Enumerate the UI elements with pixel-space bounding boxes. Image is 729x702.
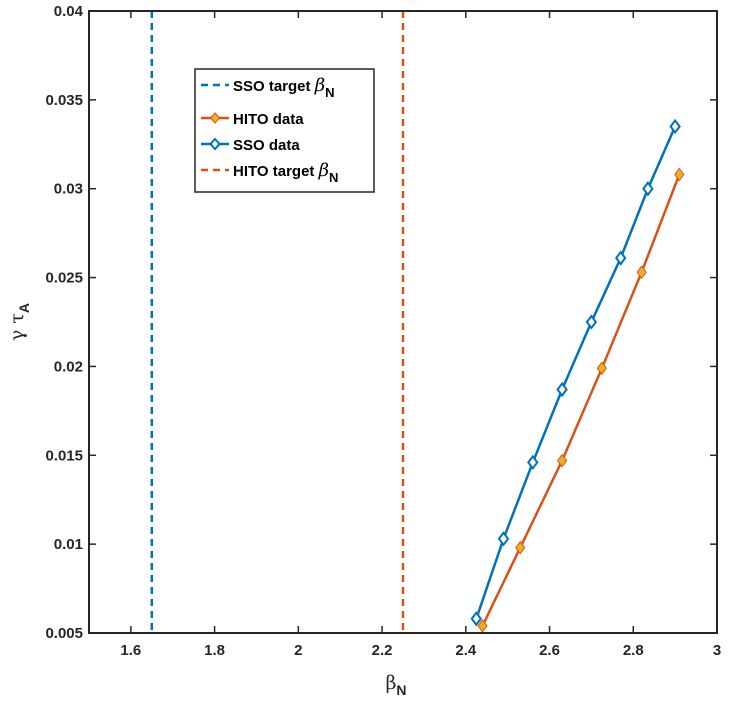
series-line-sso-data [475, 125, 677, 620]
legend-box [194, 68, 375, 193]
svg-text:SSO target βN: SSO target βN [233, 75, 334, 100]
x-tick-label-1: 1.8 [204, 642, 225, 659]
y-tick-label-2: 0.015 [45, 447, 83, 464]
point-sso-data-6 [642, 181, 654, 197]
x-axis-label-symbol: β [385, 672, 396, 694]
legend-sub-sso-target: N [325, 85, 334, 100]
legend-item-sso-target: SSO target βN [201, 75, 334, 100]
legend-label-sso-target: SSO target [233, 78, 315, 95]
y-tick-label-0: 0.005 [45, 625, 83, 642]
point-hito-data-0 [477, 619, 488, 633]
x-tick-label-3: 2.2 [372, 642, 393, 659]
y-tick-label-5: 0.03 [54, 181, 83, 198]
legend-math-hito-target: β [318, 160, 329, 181]
ticks-layer: 1.6 1.8 2 2.2 2.4 2.6 2.8 3 0.005 0.01 0.015 0.02 0.… [45, 3, 721, 659]
svg-text:HITO target βN: HITO target βN [233, 160, 338, 185]
y-axis-label: γ τA [6, 303, 32, 341]
series-layer [150, 11, 685, 633]
y-tick-label-1: 0.01 [54, 536, 83, 553]
point-sso-data-5 [614, 250, 627, 266]
point-sso-data-4 [585, 314, 598, 330]
legend-item-hito-target: HITO target βN [201, 160, 338, 185]
x-tick-label-2: 2 [294, 642, 302, 659]
legend: SSO target βN HITO data SSO data HITO ta… [194, 68, 375, 193]
x-tick-label-6: 2.8 [623, 642, 644, 659]
point-hito-data-5 [674, 167, 685, 182]
x-axis-label-sub: N [396, 682, 406, 698]
y-tick-label-4: 0.025 [45, 270, 83, 287]
x-tick-label-0: 1.6 [120, 642, 141, 659]
series-line-hito-data [481, 174, 681, 627]
y-tick-label-6: 0.035 [45, 92, 83, 109]
y-axis-label-sub: A [16, 303, 32, 313]
point-hito-data-4 [636, 265, 647, 280]
y-tick-label-3: 0.02 [54, 358, 83, 375]
point-sso-data-3 [556, 381, 568, 398]
point-sso-data-1 [497, 531, 510, 547]
x-tick-label-4: 2.4 [455, 642, 477, 659]
x-tick-label-5: 2.6 [539, 642, 560, 659]
legend-sub-hito-target: N [329, 170, 338, 185]
legend-label-hito-data: HITO data [233, 111, 304, 128]
legend-item-sso-data: SSO data [201, 137, 300, 154]
y-axis-label-symbol: γ τ [6, 313, 28, 341]
x-tick-label-7: 3 [713, 642, 721, 659]
point-hito-data-2 [556, 453, 568, 468]
y-tick-label-7: 0.04 [54, 3, 84, 20]
point-hito-data-3 [596, 361, 607, 376]
legend-swatch-hito-data-marker [209, 112, 221, 124]
legend-label-sso-data: SSO data [233, 137, 300, 154]
legend-swatch-sso-data-marker [209, 137, 221, 151]
point-hito-data-1 [515, 540, 526, 555]
legend-item-hito-data: HITO data [201, 111, 304, 128]
x-axis-label: βN [385, 672, 406, 698]
legend-label-hito-target: HITO target [233, 163, 319, 180]
point-sso-data-0 [470, 611, 483, 627]
point-sso-data-7 [669, 118, 681, 135]
legend-math-sso-target: β [314, 75, 325, 96]
axes-box [88, 10, 718, 634]
point-sso-data-2 [527, 454, 539, 471]
